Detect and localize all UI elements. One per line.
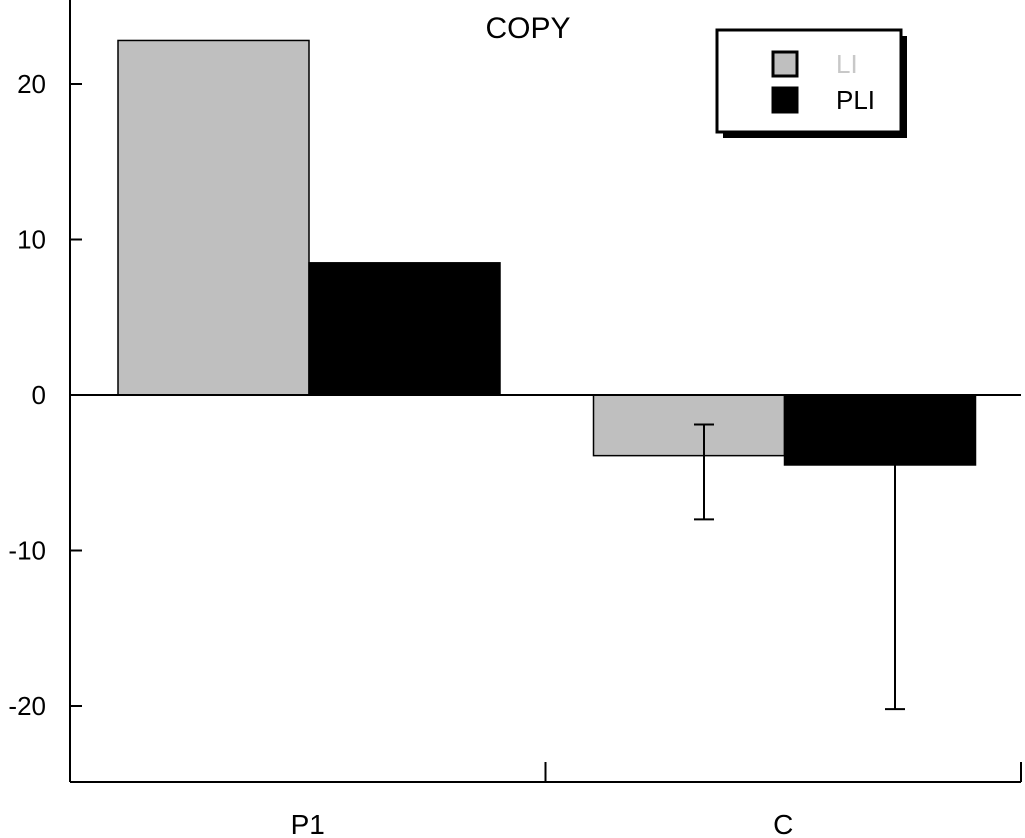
bars bbox=[117, 39, 977, 466]
y-tick-label: -20 bbox=[8, 691, 46, 721]
legend-label-li: LI bbox=[836, 49, 858, 79]
y-tick-label: -10 bbox=[8, 536, 46, 566]
bar-li-p1 bbox=[117, 39, 310, 396]
legend: LI PLI bbox=[715, 28, 907, 138]
legend-box bbox=[715, 28, 903, 134]
legend-label-pli: PLI bbox=[836, 85, 875, 115]
bar-pli-c bbox=[783, 394, 977, 466]
y-tick-label: 0 bbox=[32, 380, 46, 410]
error-bars bbox=[694, 423, 905, 711]
bar-li-c bbox=[592, 394, 786, 457]
x-category-label: P1 bbox=[291, 809, 325, 838]
bar-pli-p1 bbox=[308, 262, 501, 396]
x-category-label: C bbox=[773, 809, 793, 838]
y-tick-label: 20 bbox=[17, 69, 46, 99]
labels: 20 10 0 -10 -20 P1 C bbox=[8, 69, 793, 838]
legend-swatch-li bbox=[771, 50, 799, 78]
y-tick-label: 10 bbox=[17, 225, 46, 255]
chart-title: COPY bbox=[485, 12, 570, 45]
legend-swatch-pli bbox=[771, 86, 799, 114]
